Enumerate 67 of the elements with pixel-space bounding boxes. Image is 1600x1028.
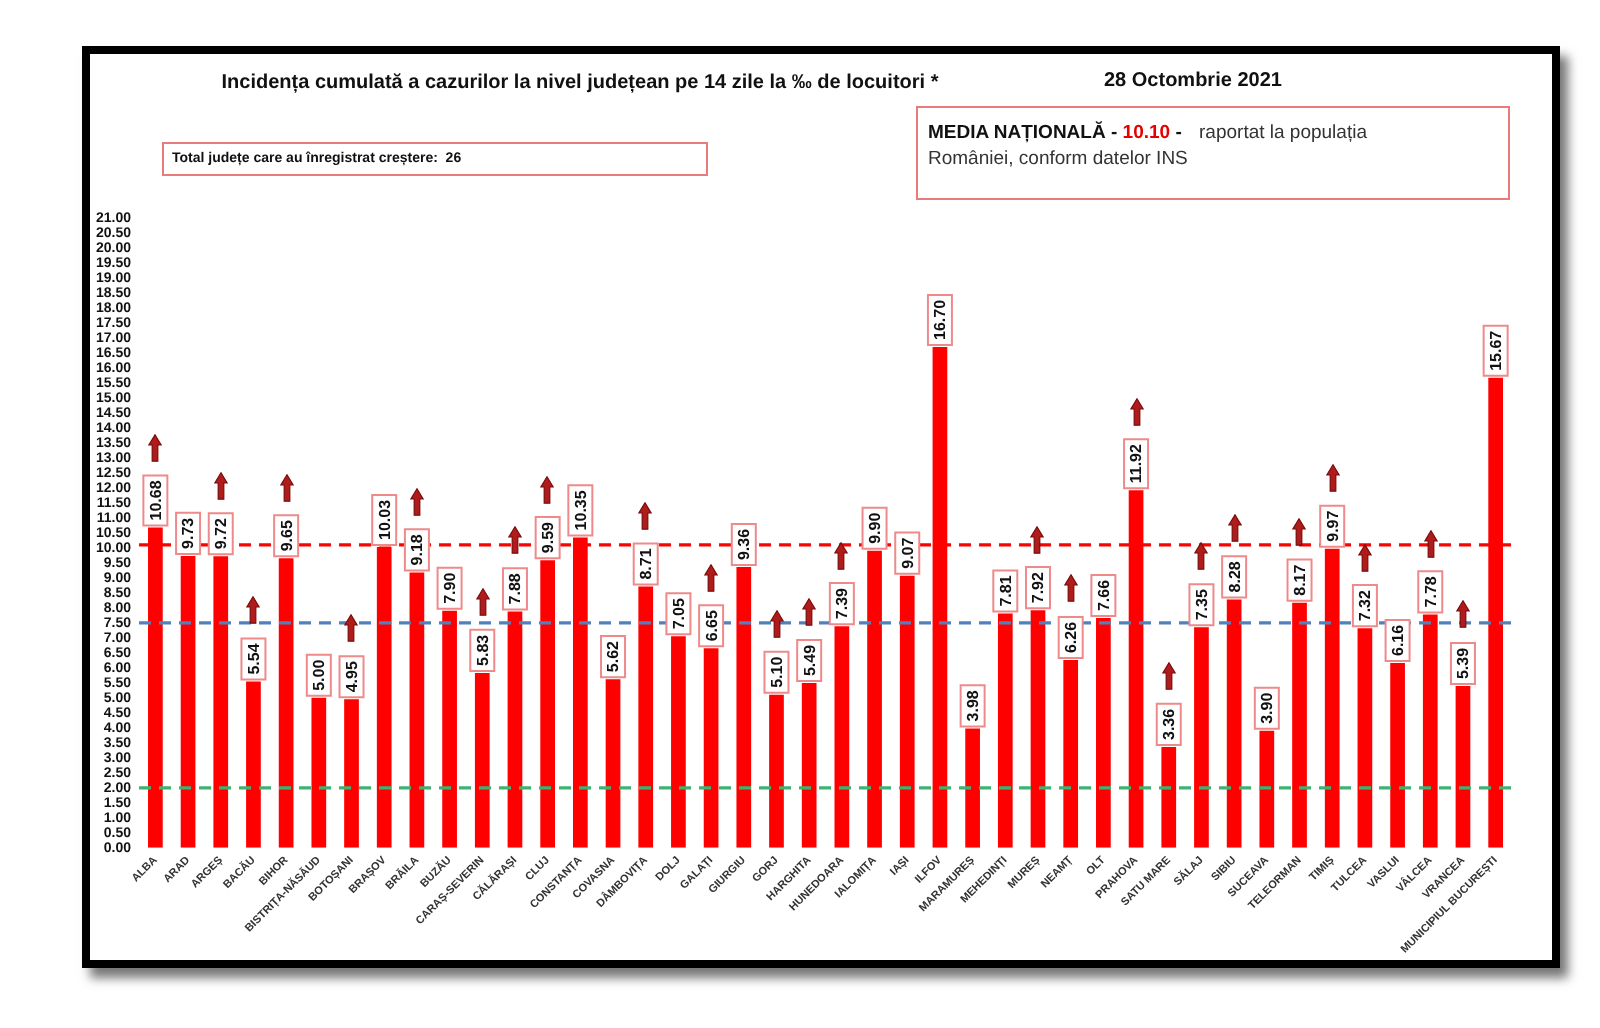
text: 10.10 <box>1122 122 1171 144</box>
data-label: 7.35 <box>1192 588 1211 621</box>
data-label: 15.67 <box>1487 329 1506 371</box>
bar <box>180 555 196 848</box>
data-label: 5.49 <box>800 643 819 677</box>
bar <box>703 648 719 848</box>
bar <box>834 626 850 848</box>
data-label: 9.18 <box>408 533 427 566</box>
data-label: 9.72 <box>212 517 231 550</box>
data-label: 9.65 <box>277 519 296 552</box>
bar <box>409 572 425 848</box>
data-label: 7.88 <box>506 572 525 605</box>
bar <box>376 546 392 848</box>
data-label: 9.36 <box>735 527 754 561</box>
data-label: 3.98 <box>964 689 983 722</box>
bar <box>278 558 294 848</box>
bar <box>1063 660 1079 848</box>
data-label: 7.81 <box>996 574 1015 607</box>
data-label: 7.90 <box>440 571 459 604</box>
data-label: 10.68 <box>146 479 165 521</box>
data-label: 3.90 <box>1258 691 1277 724</box>
text: României, conform datelor INS <box>928 148 1188 170</box>
bar <box>867 550 882 848</box>
data-label: 7.32 <box>1356 589 1375 622</box>
data-label: 5.10 <box>767 655 786 688</box>
data-label: 5.62 <box>604 639 623 673</box>
text: 28 Octombrie 2021 <box>1104 70 1282 92</box>
chart-title: Incidența cumulată a cazurilor la nivel județean pe 14 zile la ‰ de locuitori * <box>219 72 941 94</box>
data-label: 7.78 <box>1421 575 1440 608</box>
data-label: 8.17 <box>1290 563 1309 596</box>
bar <box>671 636 686 848</box>
data-label: 10.35 <box>571 489 590 531</box>
data-label: 7.05 <box>669 597 688 630</box>
data-label: 16.70 <box>931 298 950 340</box>
data-label: 5.54 <box>244 642 263 675</box>
bar <box>1161 747 1177 848</box>
data-label: 6.16 <box>1388 623 1407 657</box>
data-label: 7.92 <box>1029 571 1048 604</box>
bar <box>213 556 229 848</box>
bar <box>638 586 654 848</box>
data-label: 5.00 <box>310 658 329 691</box>
data-label: 7.66 <box>1094 578 1113 612</box>
data-label: 9.07 <box>898 536 917 569</box>
data-label: 9.97 <box>1323 509 1342 542</box>
data-label: 10.03 <box>375 498 394 540</box>
bar <box>1324 548 1340 848</box>
data-label: 3.36 <box>1160 707 1179 741</box>
data-label: 6.65 <box>702 609 721 642</box>
data-label: 6.26 <box>1062 620 1081 654</box>
data-label: 9.59 <box>539 520 558 554</box>
bar <box>1357 628 1373 848</box>
bar <box>899 575 915 848</box>
data-label: 9.73 <box>179 516 198 549</box>
data-label: 8.71 <box>637 547 656 580</box>
bar <box>736 567 752 848</box>
data-label: 5.39 <box>1454 646 1473 680</box>
text: raportat la populația <box>1199 122 1367 144</box>
data-label: 5.83 <box>473 633 492 666</box>
data-label: 8.28 <box>1225 560 1244 593</box>
bar <box>540 560 556 848</box>
data-label: 11.92 <box>1127 443 1146 484</box>
text: MEDIA NAȚIONALĂ - <box>928 122 1118 144</box>
data-label: 7.39 <box>833 586 852 620</box>
text: - <box>1175 122 1182 144</box>
bar <box>1390 663 1405 848</box>
data-label: 4.95 <box>342 660 361 693</box>
data-label: 9.90 <box>865 511 884 544</box>
